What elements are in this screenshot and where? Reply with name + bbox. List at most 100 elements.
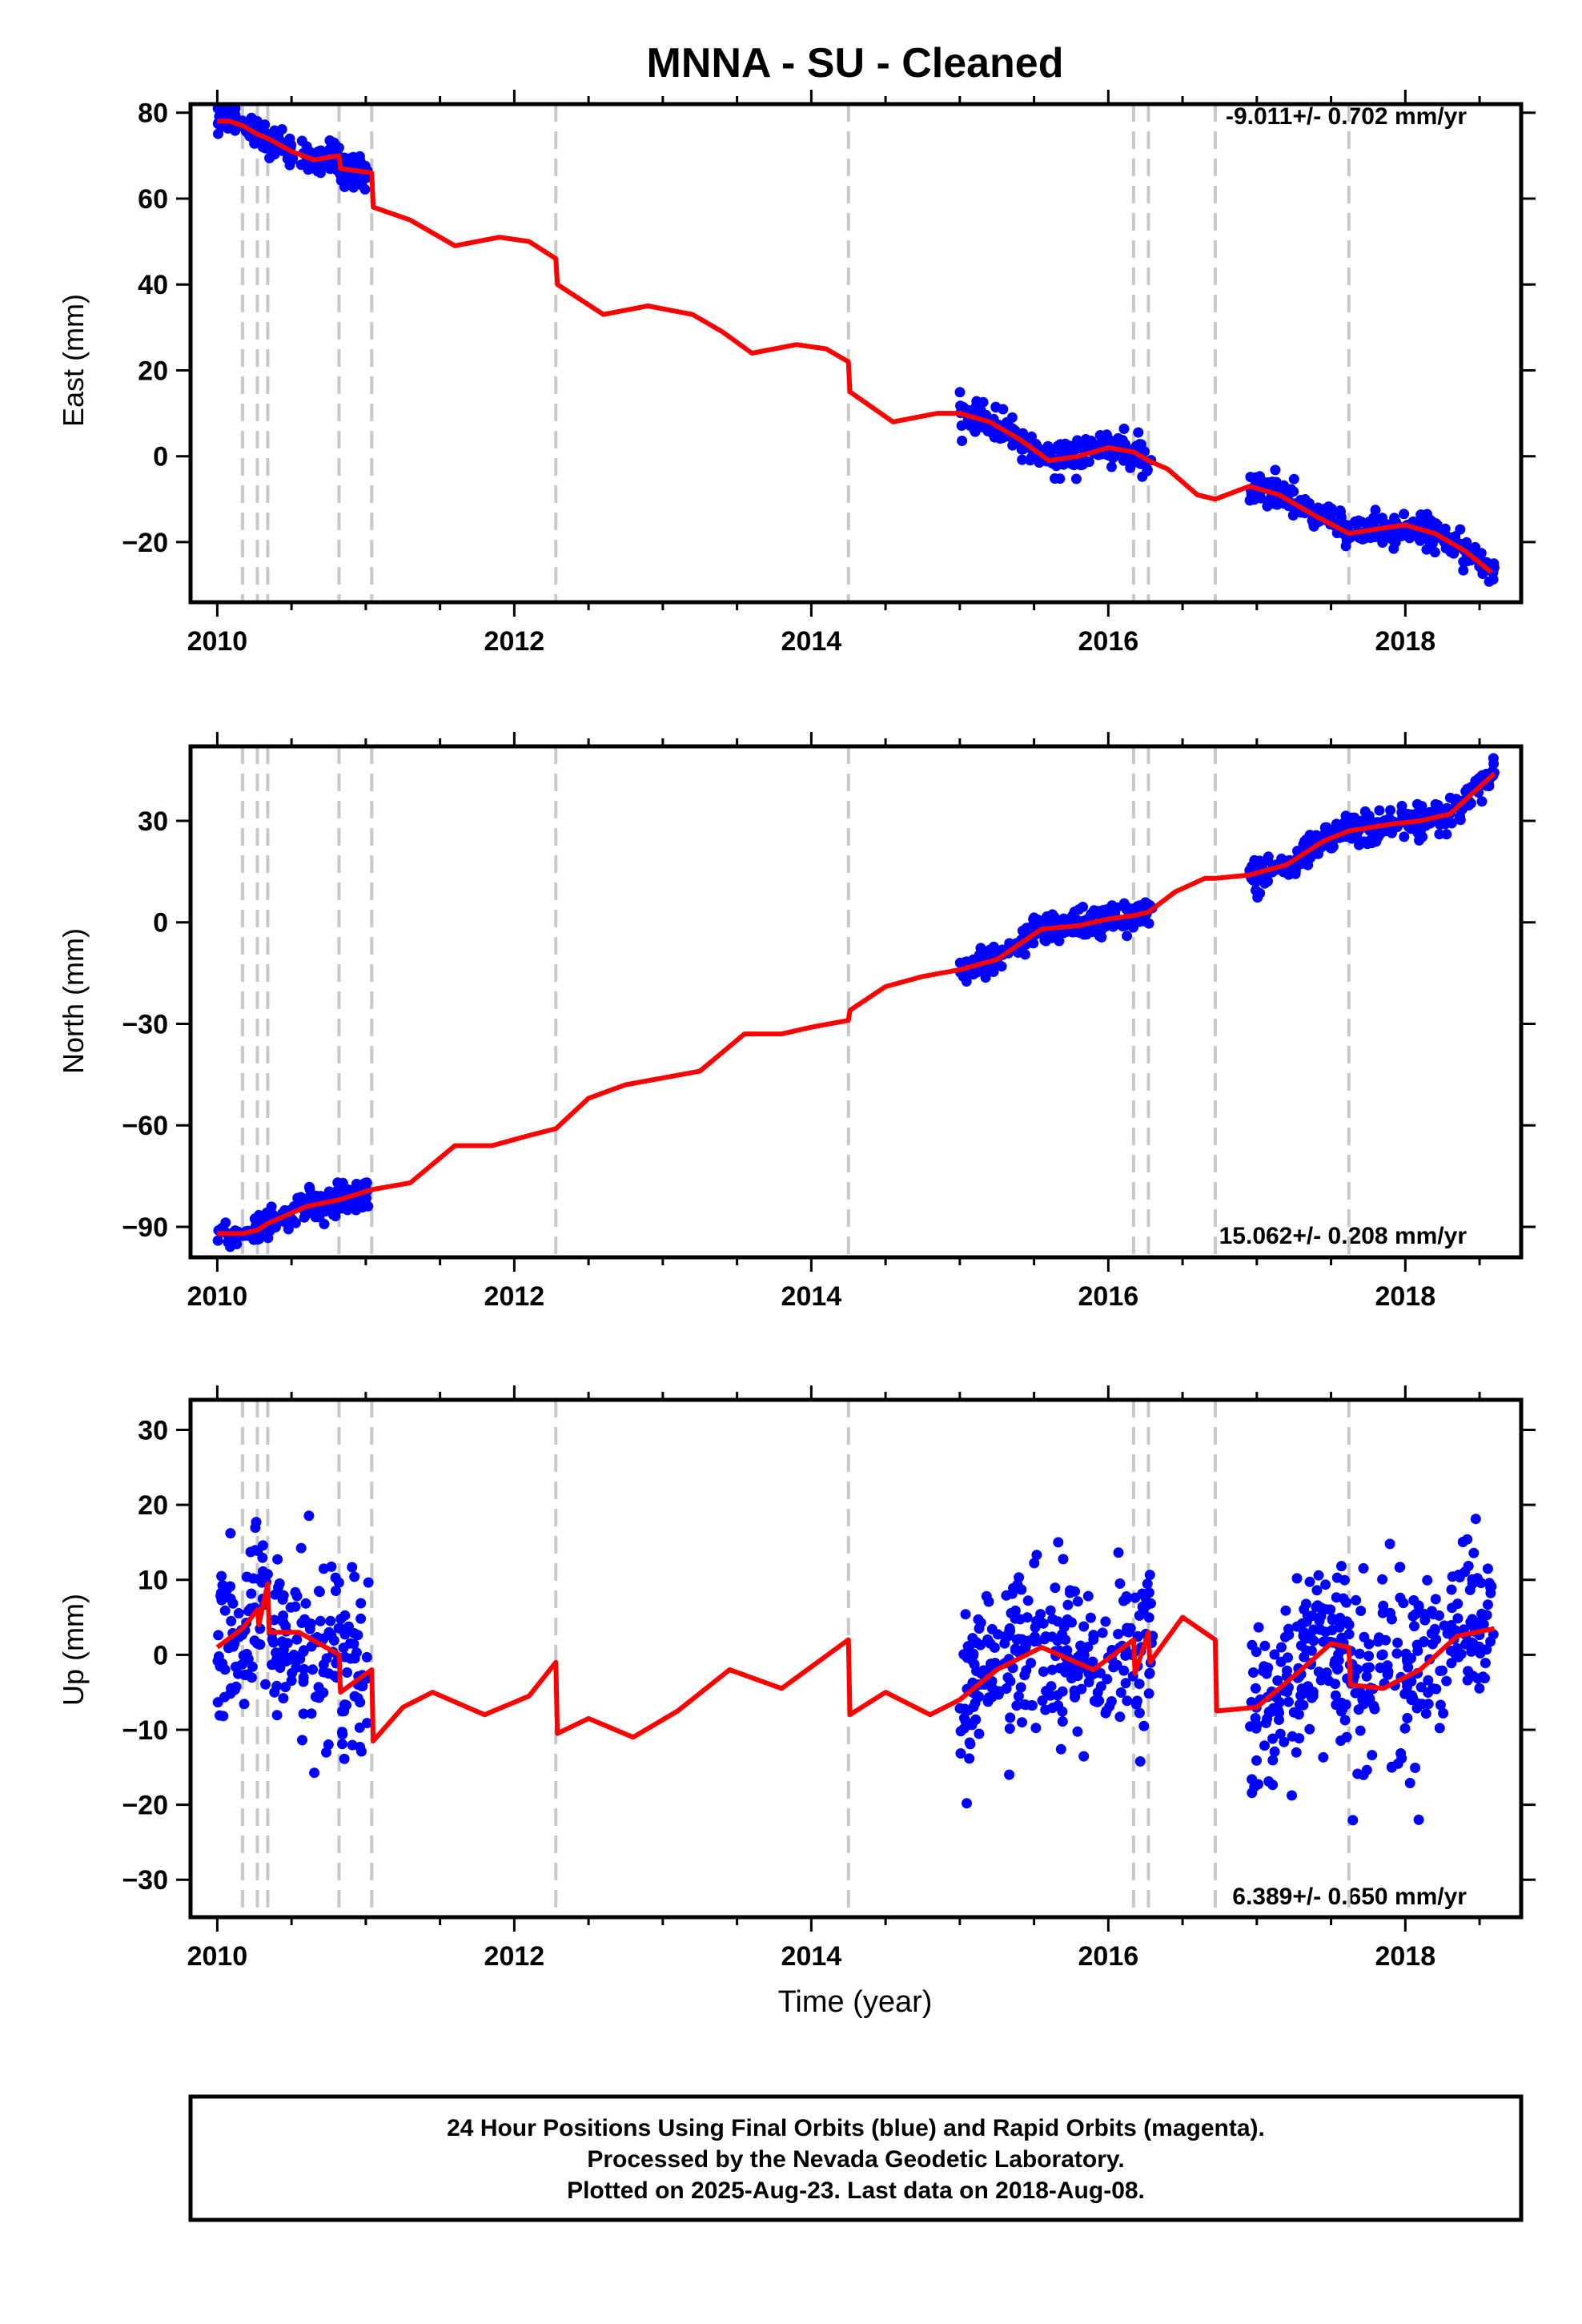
- footer-frame: [188, 2094, 1524, 2222]
- data-point: [980, 972, 991, 983]
- data-point: [1308, 520, 1319, 531]
- data-point: [1363, 1638, 1375, 1650]
- data-point: [1396, 1753, 1407, 1764]
- data-point: [1415, 826, 1426, 837]
- data-point: [1335, 1612, 1346, 1623]
- data-point: [1253, 1622, 1264, 1633]
- data-point: [303, 1181, 315, 1192]
- data-point: [1092, 1687, 1103, 1698]
- data-point: [962, 1798, 972, 1809]
- data-point: [344, 1638, 355, 1649]
- data-point: [1327, 841, 1339, 852]
- data-point: [1304, 1576, 1315, 1587]
- data-point: [1019, 1642, 1030, 1653]
- footer-line-2: Processed by the Nevada Geodetic Laborat…: [587, 2146, 1124, 2173]
- data-point: [1313, 1570, 1324, 1581]
- data-point: [1435, 1699, 1446, 1711]
- data-point: [955, 1726, 966, 1737]
- data-point: [1101, 1705, 1112, 1716]
- data-point: [1460, 1638, 1472, 1650]
- data-point: [330, 1572, 341, 1583]
- data-point: [1450, 1648, 1461, 1659]
- data-point: [1333, 1649, 1344, 1660]
- data-point: [1363, 1651, 1375, 1662]
- data-point: [1410, 1763, 1421, 1773]
- data-point: [1125, 462, 1136, 473]
- data-point: [1470, 1514, 1481, 1525]
- data-point: [1462, 783, 1473, 794]
- data-point: [1076, 927, 1087, 939]
- data-point: [1315, 1675, 1327, 1686]
- x-axis-label: Time (year): [778, 1985, 933, 2019]
- data-point: [1039, 1634, 1050, 1645]
- data-point: [349, 1571, 360, 1582]
- data-point: [1311, 1602, 1322, 1613]
- data-point: [982, 424, 993, 435]
- data-point: [1350, 516, 1361, 527]
- data-point: [1431, 1634, 1442, 1645]
- data-point: [303, 1510, 315, 1522]
- data-point: [1336, 1632, 1347, 1643]
- data-point: [1299, 1651, 1310, 1663]
- data-point: [1282, 1665, 1292, 1676]
- data-point: [1331, 1572, 1343, 1583]
- data-point: [359, 160, 371, 171]
- data-point: [956, 420, 967, 431]
- data-point: [1011, 1634, 1022, 1645]
- data-point: [1327, 1625, 1338, 1635]
- data-point: [1072, 1596, 1083, 1607]
- data-point: [1011, 1700, 1022, 1711]
- data-point: [1401, 1655, 1412, 1666]
- x-tick-label: 2010: [187, 626, 248, 657]
- data-point: [964, 1737, 975, 1748]
- data-point: [1488, 1629, 1499, 1640]
- data-point: [225, 1528, 236, 1539]
- data-point: [985, 945, 995, 956]
- data-point: [964, 418, 975, 429]
- data-point: [1384, 1538, 1395, 1550]
- data-point: [1118, 1665, 1130, 1676]
- data-point: [303, 1619, 315, 1630]
- data-point: [307, 1664, 318, 1675]
- data-point: [258, 1566, 268, 1577]
- data-point: [1065, 1587, 1075, 1598]
- data-point: [1432, 799, 1443, 810]
- data-point: [993, 1689, 1004, 1700]
- data-point: [1058, 1622, 1070, 1633]
- y-tick-label: 60: [138, 184, 168, 215]
- data-point: [960, 1609, 971, 1620]
- data-point: [340, 158, 351, 169]
- data-point: [1377, 1607, 1388, 1618]
- data-point: [1078, 1751, 1090, 1762]
- data-point: [1064, 442, 1075, 453]
- data-point: [1111, 902, 1122, 913]
- data-point: [1354, 839, 1364, 850]
- data-point: [1030, 1723, 1042, 1734]
- data-point: [251, 1517, 262, 1528]
- data-point: [1463, 1666, 1474, 1677]
- data-point: [957, 436, 968, 446]
- data-point: [1249, 854, 1260, 866]
- data-point: [347, 1739, 358, 1751]
- data-point: [213, 1651, 224, 1662]
- data-point: [1442, 1628, 1453, 1639]
- data-point: [347, 1562, 358, 1573]
- data-point: [1423, 1699, 1434, 1710]
- x-tick-label: 2012: [484, 1941, 545, 1972]
- data-point: [278, 1693, 289, 1704]
- model-fit-line: [215, 1581, 1496, 1743]
- data-point: [1288, 473, 1299, 485]
- data-point: [215, 1710, 225, 1721]
- data-point: [331, 142, 343, 153]
- data-point: [213, 1630, 224, 1641]
- up-panel: 6.389+/- 0.650 mm/yr Up (mm) Time (year)…: [57, 1385, 1536, 2019]
- data-point: [1385, 805, 1396, 816]
- data-point: [1431, 1683, 1442, 1695]
- data-point: [1070, 1689, 1081, 1700]
- data-point: [1114, 1578, 1126, 1589]
- data-point: [295, 1542, 307, 1554]
- data-point: [1046, 1681, 1057, 1692]
- data-point: [1078, 1650, 1090, 1661]
- data-point: [1320, 1579, 1331, 1590]
- data-point: [1120, 1678, 1131, 1689]
